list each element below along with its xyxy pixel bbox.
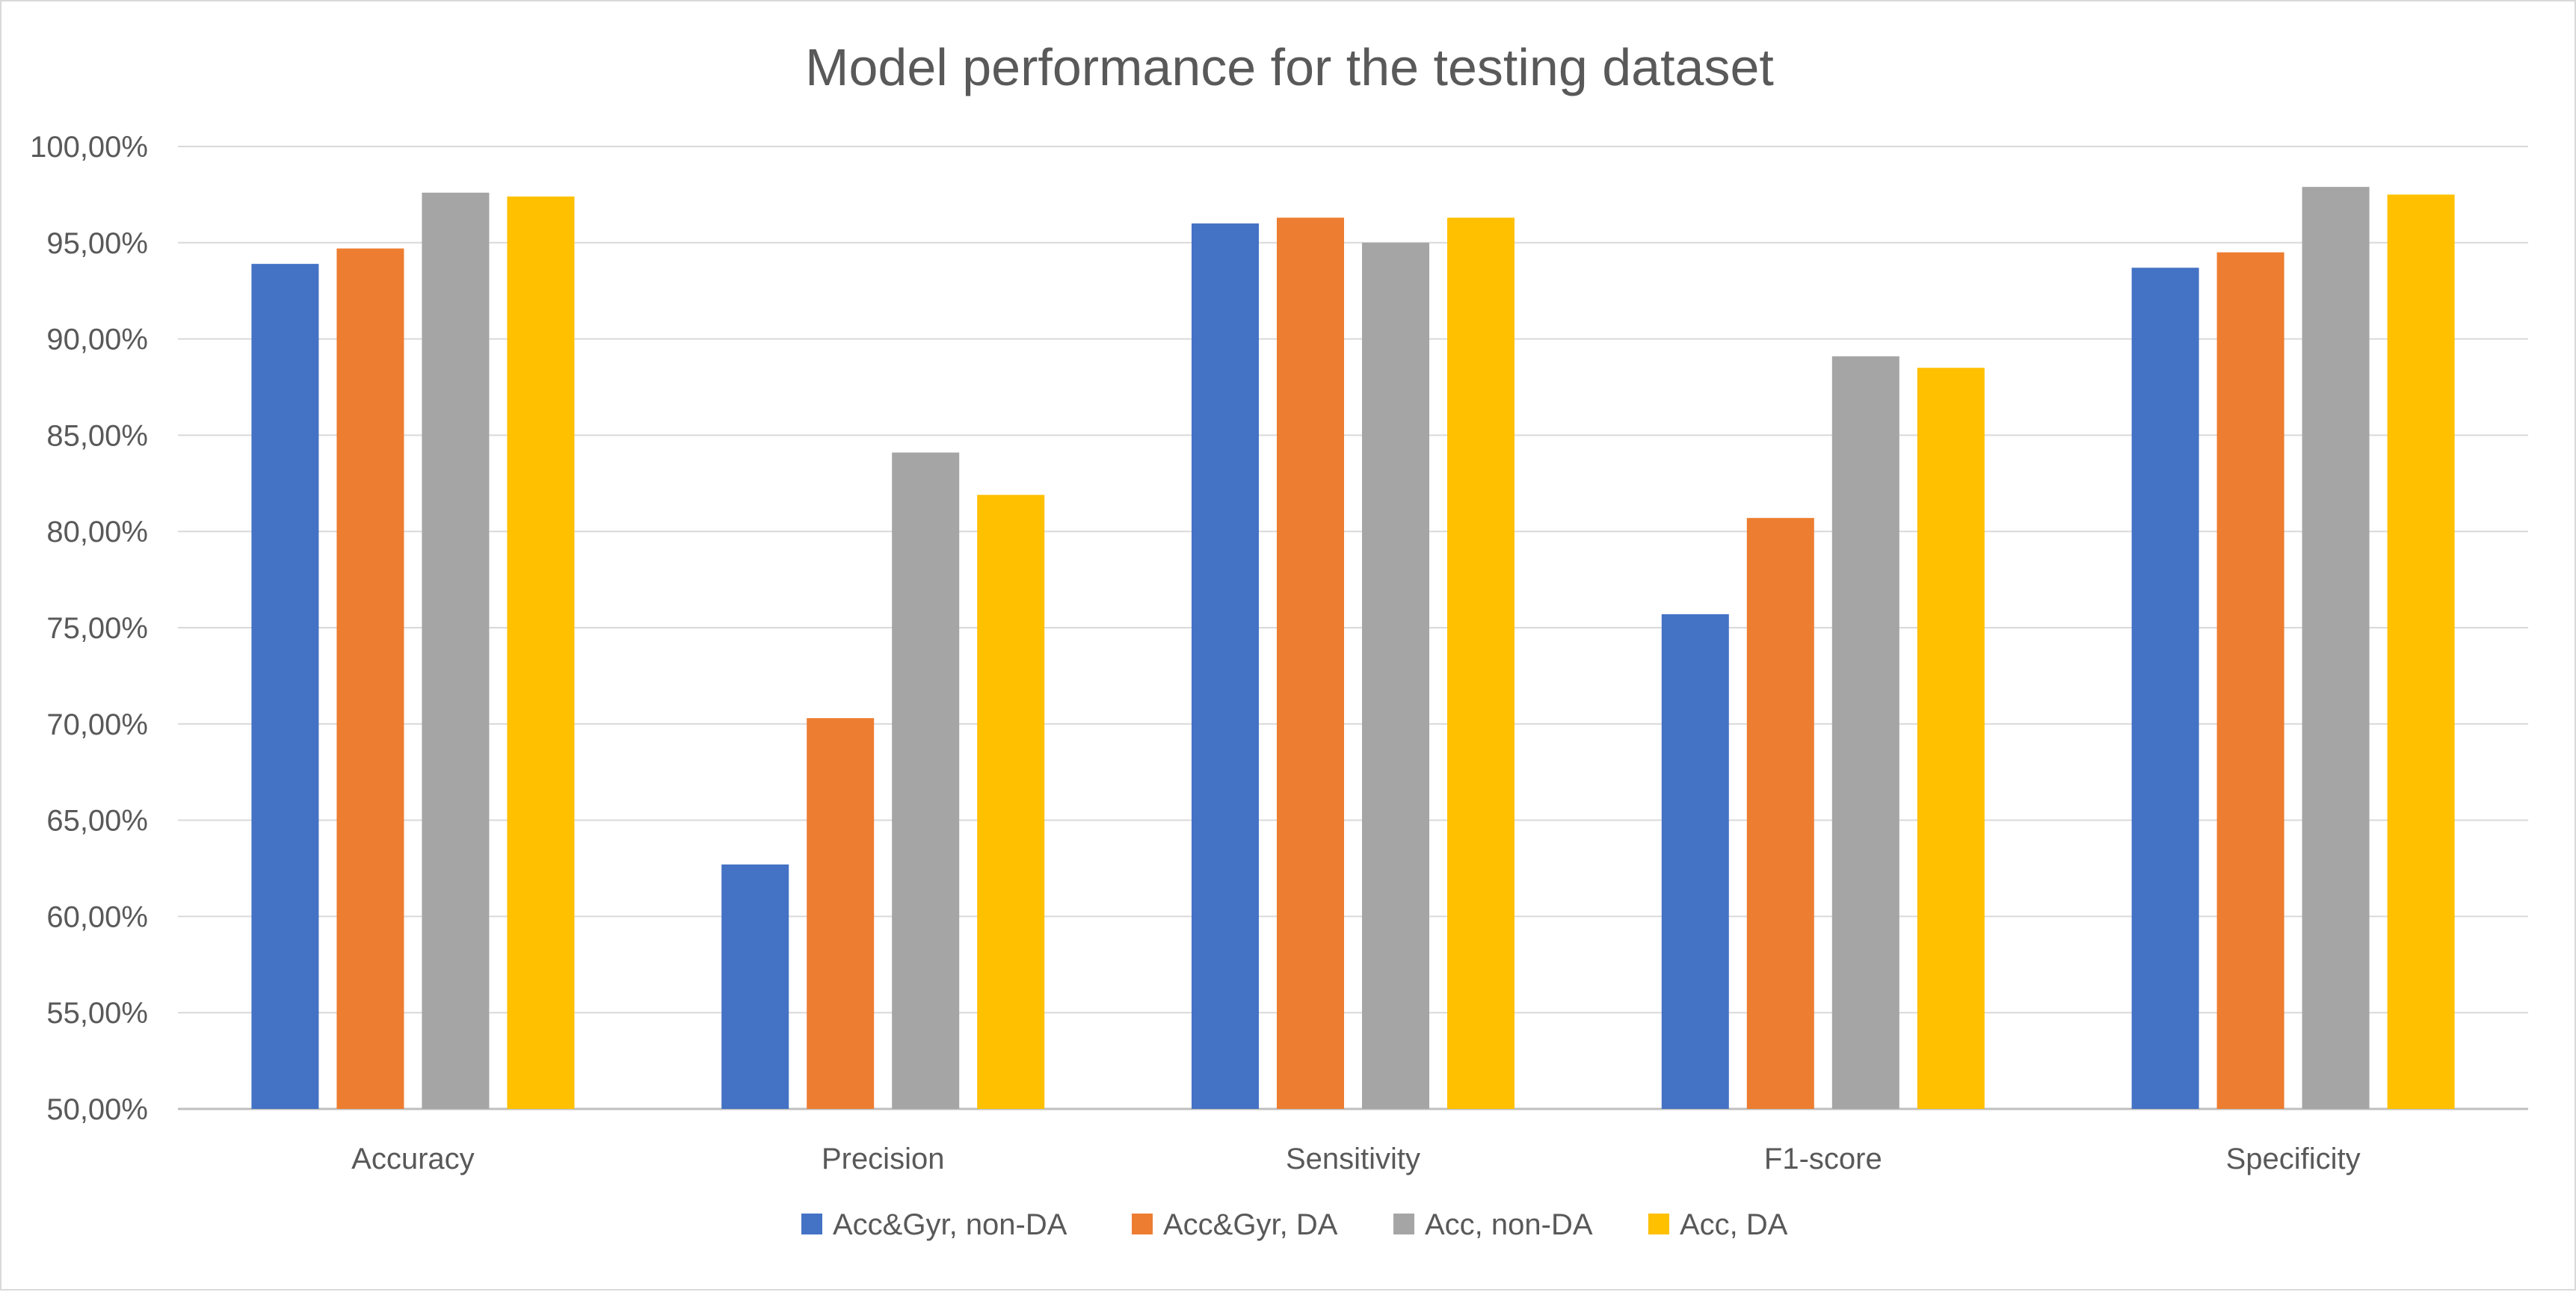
y-tick-label: 50,00% bbox=[46, 1093, 148, 1126]
x-tick-label: Specificity bbox=[2226, 1143, 2361, 1175]
bar-sensitivity-series-2 bbox=[1277, 217, 1344, 1109]
legend-swatch bbox=[1648, 1214, 1669, 1234]
y-tick-label: 90,00% bbox=[46, 324, 148, 356]
bar-specificity-series-2 bbox=[2216, 252, 2284, 1110]
y-axis: 50,00% 55,00% 60,00% 65,00% 70,00% 75,00% 80,0… bbox=[30, 131, 148, 1126]
legend-swatch bbox=[1393, 1214, 1414, 1234]
bar-precision-series-4 bbox=[977, 495, 1045, 1109]
bar-sensitivity-series-1 bbox=[1192, 223, 1259, 1109]
y-tick-label: 60,00% bbox=[46, 900, 148, 933]
y-tick-label: 70,00% bbox=[46, 708, 148, 741]
legend-label: Acc&Gyr, DA bbox=[1163, 1208, 1338, 1241]
bar-f1-score-series-3 bbox=[1831, 356, 1899, 1109]
y-tick-label: 95,00% bbox=[46, 227, 148, 260]
bar-accuracy-series-3 bbox=[422, 192, 490, 1110]
bar-f1-score-series-4 bbox=[1917, 368, 1985, 1109]
bar-specificity-series-3 bbox=[2302, 187, 2370, 1110]
bar-f1-score-series-1 bbox=[1661, 613, 1729, 1109]
y-tick-label: 55,00% bbox=[46, 997, 148, 1030]
x-axis: Accuracy Precision Sensitivity F1-score Spec… bbox=[351, 1143, 2360, 1175]
x-tick-label: Accuracy bbox=[351, 1143, 475, 1175]
bar-f1-score-series-2 bbox=[1746, 518, 1814, 1109]
bar-sensitivity-series-3 bbox=[1362, 242, 1429, 1109]
y-tick-label: 65,00% bbox=[46, 805, 148, 838]
x-tick-label: Precision bbox=[822, 1143, 945, 1175]
legend: Acc&Gyr, non-DA Acc&Gyr, DA Acc, non-DA Acc… bbox=[801, 1208, 1788, 1241]
bar-precision-series-2 bbox=[807, 718, 875, 1109]
legend-swatch bbox=[1132, 1214, 1153, 1234]
y-tick-label: 80,00% bbox=[46, 516, 148, 548]
bar-specificity-series-4 bbox=[2387, 194, 2455, 1109]
bar-accuracy-series-1 bbox=[251, 264, 319, 1109]
y-tick-label: 100,00% bbox=[30, 131, 148, 164]
chart-title: Model performance for the testing datase… bbox=[805, 38, 1774, 96]
bar-specificity-series-1 bbox=[2131, 268, 2199, 1110]
legend-label: Acc&Gyr, non-DA bbox=[833, 1208, 1067, 1241]
x-tick-label: F1-score bbox=[1764, 1143, 1882, 1175]
bars bbox=[251, 187, 2455, 1110]
legend-swatch bbox=[801, 1214, 822, 1234]
bar-accuracy-series-2 bbox=[336, 248, 404, 1109]
bar-sensitivity-series-4 bbox=[1447, 217, 1515, 1109]
legend-label: Acc, non-DA bbox=[1425, 1208, 1593, 1241]
bar-precision-series-3 bbox=[892, 452, 960, 1109]
bar-precision-series-1 bbox=[721, 864, 789, 1109]
y-tick-label: 75,00% bbox=[46, 612, 148, 645]
legend-label: Acc, DA bbox=[1680, 1208, 1788, 1241]
y-tick-label: 85,00% bbox=[46, 419, 148, 452]
x-tick-label: Sensitivity bbox=[1286, 1143, 1420, 1175]
bar-accuracy-series-4 bbox=[507, 196, 575, 1109]
